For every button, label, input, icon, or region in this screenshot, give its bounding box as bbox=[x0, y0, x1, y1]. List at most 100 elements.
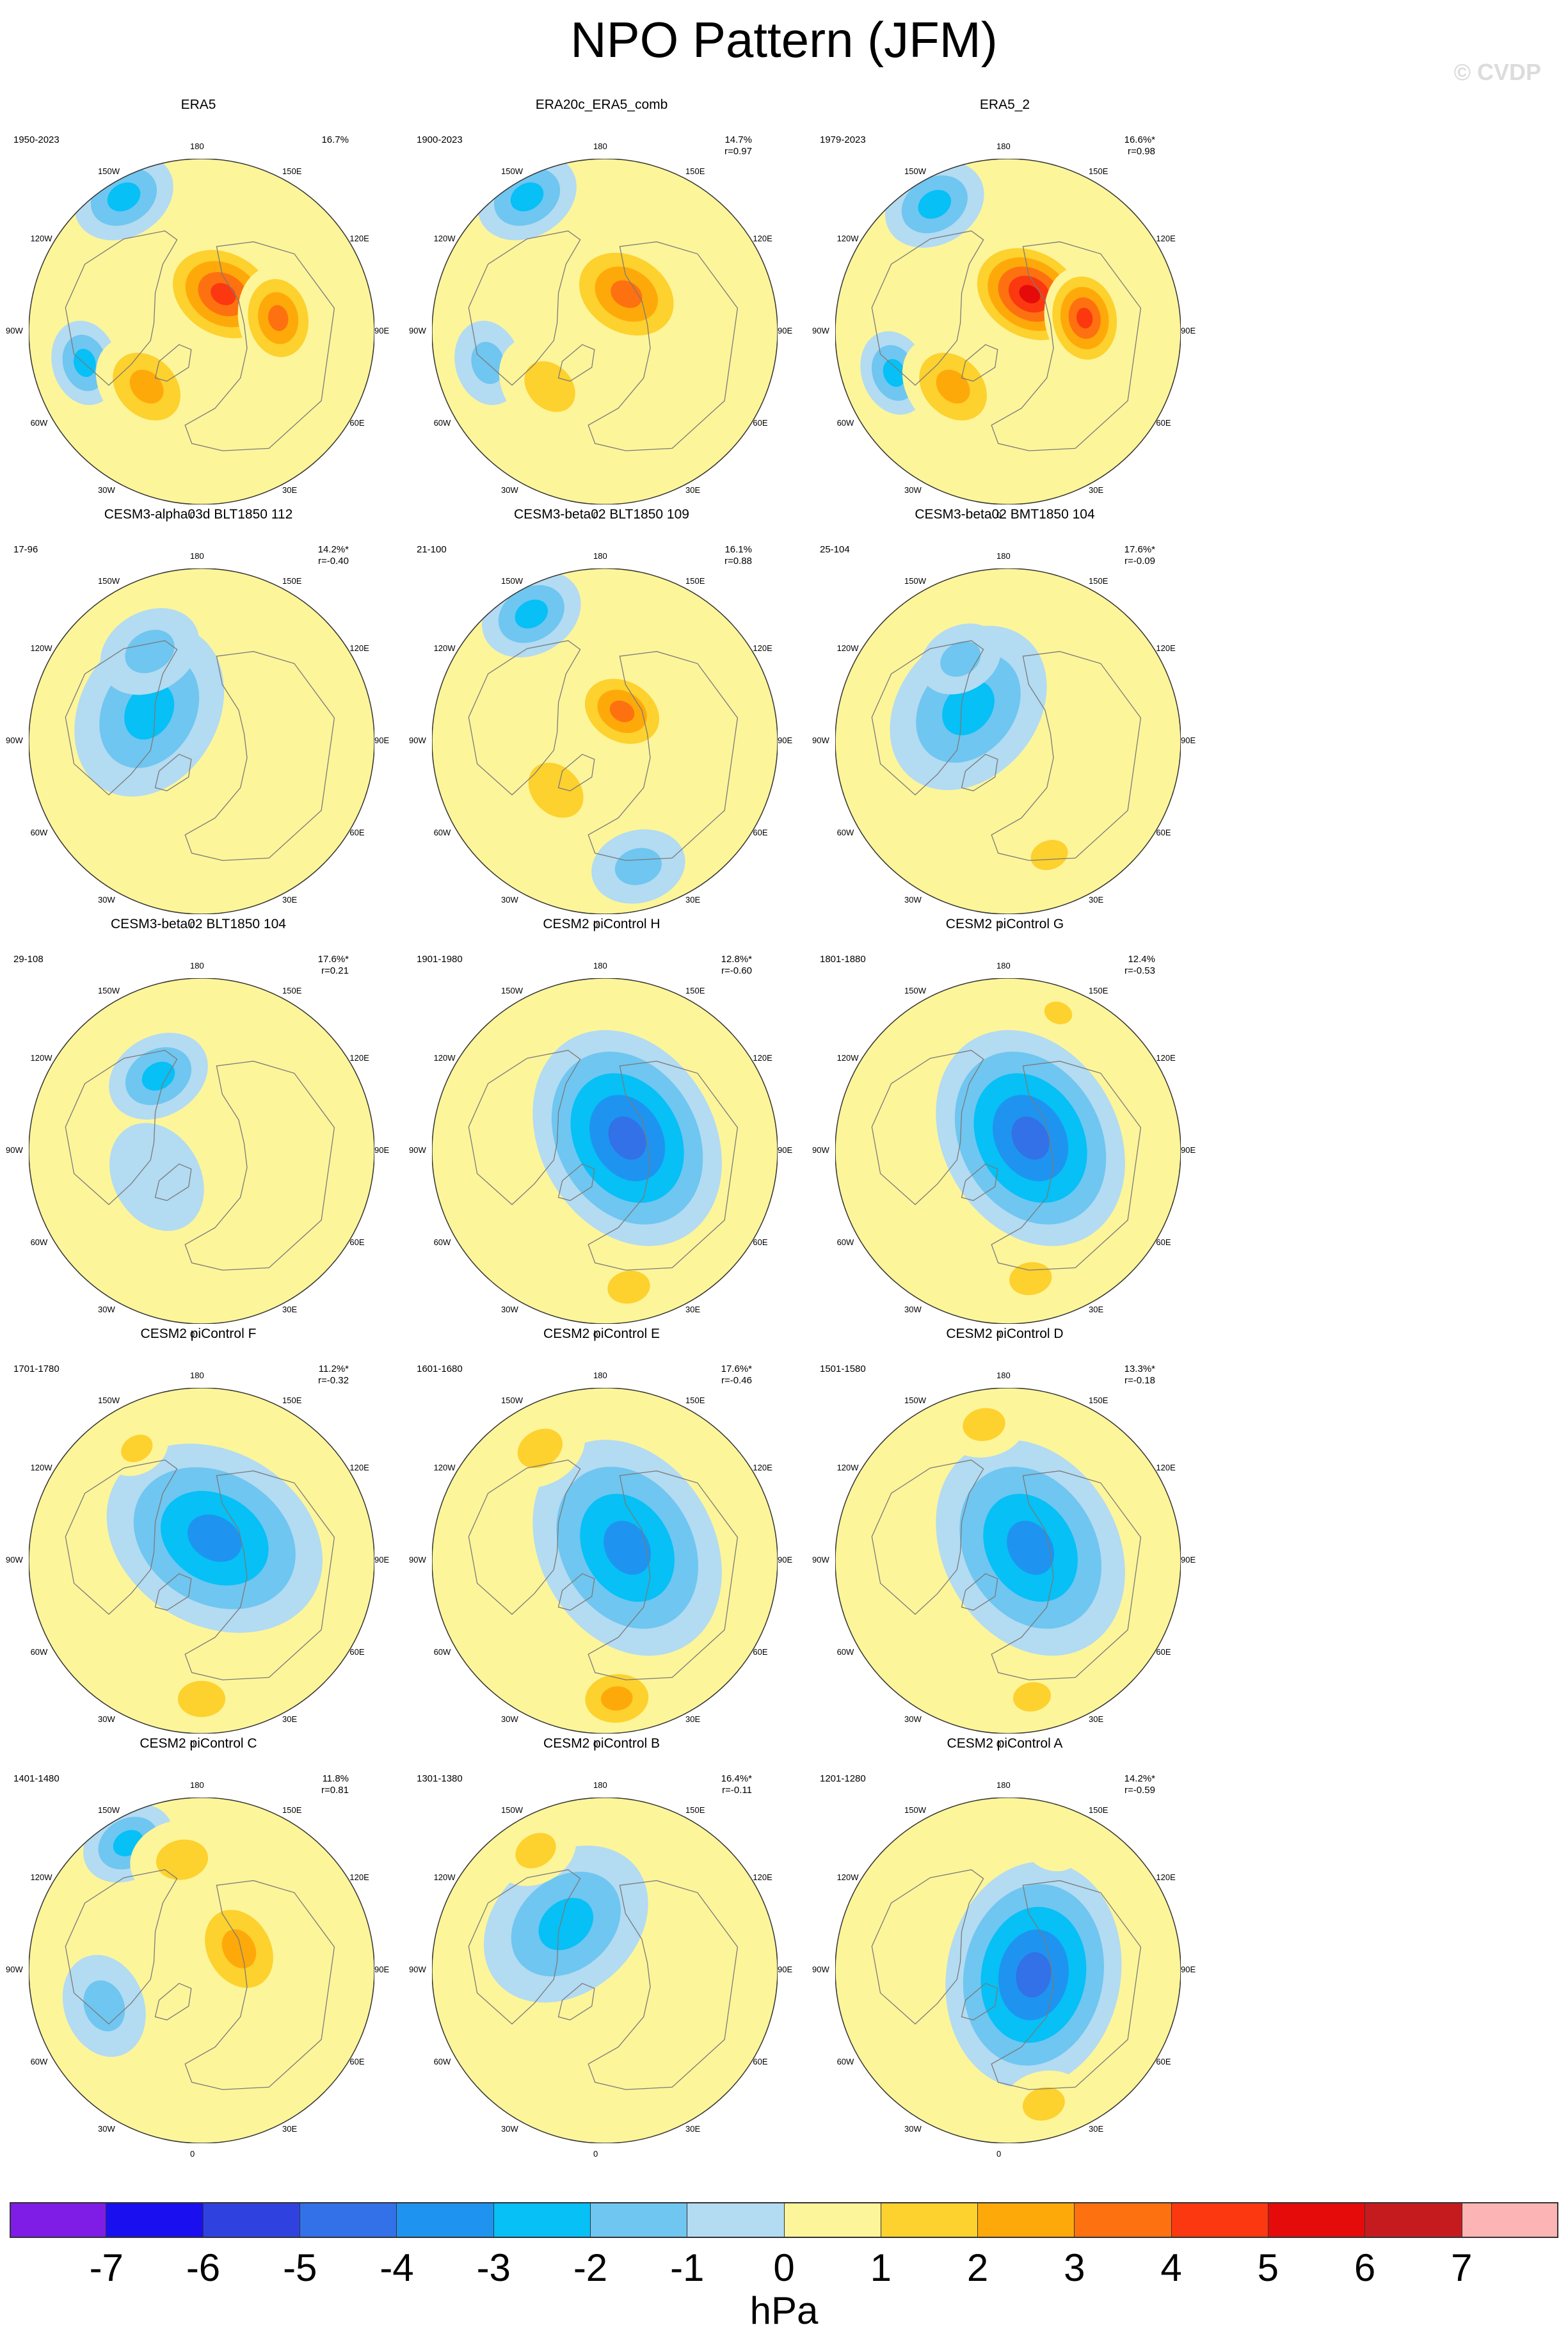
longitude-label: 90E bbox=[778, 1555, 793, 1565]
colorbar-box bbox=[10, 2202, 106, 2238]
polar-map bbox=[835, 159, 1181, 504]
colorbar-box bbox=[106, 2202, 203, 2238]
low-contour bbox=[538, 1897, 594, 1951]
low-contour bbox=[942, 680, 995, 736]
longitude-label: 30E bbox=[685, 485, 701, 495]
longitude-label: 90E bbox=[778, 326, 793, 335]
longitude-label: 30W bbox=[904, 2124, 922, 2134]
low-contour bbox=[918, 189, 952, 219]
longitude-label: 150W bbox=[904, 1395, 926, 1405]
longitude-label: 120W bbox=[30, 234, 52, 243]
panel-title: CESM2 piControl C bbox=[140, 1736, 257, 1751]
longitude-label: 60W bbox=[836, 828, 854, 837]
longitude-label: 150E bbox=[685, 985, 705, 995]
longitude-label: 0 bbox=[996, 2149, 1002, 2159]
coastline bbox=[65, 1869, 178, 2025]
longitude-label: 0 bbox=[593, 2149, 598, 2159]
longitude-label: 90W bbox=[409, 1965, 426, 1974]
longitude-label: 120W bbox=[433, 234, 456, 243]
longitude-label: 120W bbox=[433, 643, 456, 653]
longitude-label: 30E bbox=[1089, 1305, 1104, 1315]
longitude-label: 30W bbox=[98, 2124, 115, 2134]
variance-pct: 11.2%* bbox=[318, 1364, 349, 1374]
longitude-label: 180 bbox=[996, 961, 1011, 970]
polar-map bbox=[432, 1388, 778, 1734]
colorbar-unit: hPa bbox=[749, 2289, 819, 2332]
pattern-correlation: r=0.21 bbox=[321, 965, 349, 976]
longitude-label: 60W bbox=[433, 1237, 451, 1247]
low-contour bbox=[1011, 1116, 1050, 1160]
low-contour bbox=[73, 348, 96, 377]
longitude-label: 90W bbox=[812, 326, 829, 335]
longitude-label: 120W bbox=[30, 643, 52, 653]
coastline bbox=[557, 1573, 595, 1611]
longitude-label: 90E bbox=[778, 1965, 793, 1974]
high-contour bbox=[611, 280, 643, 309]
coastline bbox=[991, 651, 1142, 861]
longitude-label: 60W bbox=[30, 2057, 48, 2066]
longitude-label: 150E bbox=[1089, 166, 1108, 176]
longitude-label: 0 bbox=[593, 1330, 598, 1339]
longitude-label: 180 bbox=[190, 141, 204, 151]
longitude-label: 60E bbox=[349, 1237, 365, 1247]
colorbar-tick-label: -7 bbox=[89, 2246, 124, 2289]
colorbar-box bbox=[880, 2202, 978, 2238]
variance-pct: 16.1% bbox=[724, 544, 752, 555]
colorbar-tick-label: 1 bbox=[870, 2246, 892, 2289]
longitude-label: 120W bbox=[30, 1463, 52, 1472]
longitude-label: 120W bbox=[836, 1872, 859, 1882]
longitude-label: 30E bbox=[282, 485, 298, 495]
coastline bbox=[468, 230, 581, 386]
longitude-label: 30E bbox=[282, 1714, 298, 1725]
longitude-label: 120E bbox=[753, 643, 772, 653]
longitude-label: 90W bbox=[6, 736, 23, 745]
longitude-label: 60W bbox=[30, 1237, 48, 1247]
low-contour bbox=[604, 1520, 652, 1575]
coastline bbox=[468, 1869, 581, 2025]
longitude-label: 120E bbox=[1156, 643, 1176, 653]
longitude-label: 90W bbox=[6, 326, 23, 335]
coastline bbox=[871, 1869, 984, 2025]
longitude-label: 150E bbox=[685, 1805, 705, 1815]
pattern-correlation: r=-0.32 bbox=[318, 1375, 349, 1386]
low-contour bbox=[1007, 1520, 1055, 1575]
polar-map bbox=[29, 978, 374, 1324]
longitude-label: 180 bbox=[996, 1780, 1011, 1790]
longitude-label: 120W bbox=[836, 234, 859, 243]
longitude-label: 30W bbox=[904, 895, 922, 905]
coastline bbox=[65, 640, 178, 796]
longitude-label: 0 bbox=[190, 510, 195, 520]
longitude-label: 30E bbox=[282, 1305, 298, 1315]
coastline bbox=[184, 651, 335, 861]
polar-map bbox=[432, 1798, 778, 2143]
map-panel: CESM2 piControl D 1501-1580 13.3%* r=-0.18 1… bbox=[803, 1324, 1206, 1749]
colorbar-tick-label: 0 bbox=[773, 2246, 795, 2289]
coastline bbox=[871, 230, 984, 386]
polar-map bbox=[29, 1798, 374, 2143]
longitude-label: 30W bbox=[501, 1305, 518, 1315]
longitude-label: 30E bbox=[282, 2124, 298, 2134]
longitude-label: 60W bbox=[836, 1647, 854, 1657]
variance-pct: 17.6%* bbox=[317, 954, 349, 965]
longitude-label: 120W bbox=[30, 1872, 52, 1882]
longitude-label: 150W bbox=[904, 575, 926, 586]
longitude-label: 30E bbox=[1089, 895, 1104, 905]
high-contour bbox=[1024, 1826, 1080, 1872]
high-contour bbox=[121, 1435, 153, 1463]
longitude-label: 30W bbox=[98, 1305, 115, 1315]
longitude-label: 0 bbox=[190, 920, 195, 930]
variance-pct: 12.8%* bbox=[721, 954, 752, 965]
coastline bbox=[588, 1470, 739, 1680]
longitude-label: 30E bbox=[685, 1714, 701, 1725]
low-contour bbox=[510, 182, 544, 212]
pattern-correlation: r=-0.11 bbox=[722, 1785, 752, 1796]
longitude-label: 90W bbox=[812, 1145, 829, 1155]
coastline bbox=[468, 1050, 581, 1205]
map-panel: CESM2 piControl H 1901-1980 12.8%* r=-0.60 1… bbox=[400, 914, 803, 1339]
polar-map bbox=[835, 568, 1181, 914]
low-contour bbox=[1016, 1952, 1052, 1998]
longitude-label: 60E bbox=[753, 1647, 768, 1657]
longitude-label: 30E bbox=[685, 1305, 701, 1315]
panel-title: CESM2 piControl D bbox=[946, 1326, 1064, 1341]
colorbar-tick-label: -6 bbox=[186, 2246, 221, 2289]
